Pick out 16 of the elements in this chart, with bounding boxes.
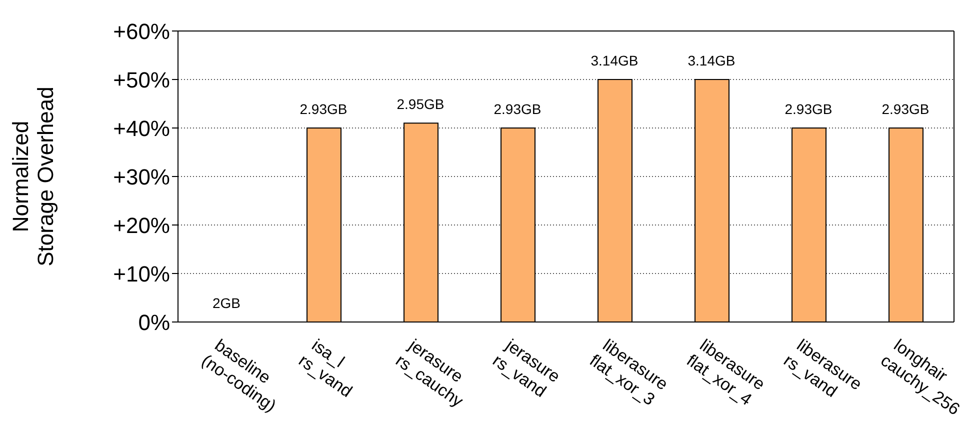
y-axis-title: Normalized Storage Overhead [8, 86, 58, 266]
annotation: 2.93GB [784, 101, 832, 117]
annotation: 3.14GB [688, 52, 736, 68]
y-tick-label: +30% [113, 164, 170, 190]
annotation: 2.93GB [494, 101, 542, 117]
y-tick-label: +60% [113, 18, 170, 44]
y-tick-label: +50% [113, 67, 170, 92]
y-tick-label: +10% [113, 261, 170, 286]
annotation: 3.14GB [590, 52, 638, 68]
y-tick-label: +40% [113, 116, 170, 141]
annotation: 2.93GB [300, 101, 348, 117]
y-tick-label: 0% [138, 310, 170, 335]
y-tick-label: +20% [113, 212, 170, 238]
annotation: 2.93GB [882, 101, 930, 117]
annotation: 2.95GB [396, 96, 444, 112]
annotation: 2GB [212, 295, 241, 311]
